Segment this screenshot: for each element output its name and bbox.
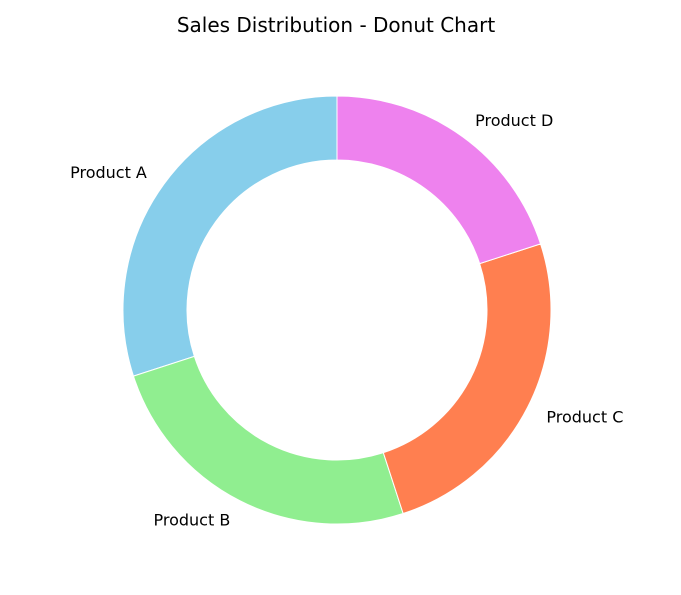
donut-slices [122,95,552,525]
donut-slice-product-b [132,355,404,525]
slice-label-product-a: Product A [70,163,147,182]
donut-slice-product-a [122,95,338,377]
donut-slice-product-d [336,95,542,265]
slice-label-product-b: Product B [153,510,230,529]
slice-label-product-d: Product D [475,111,553,130]
slice-labels: Product A Product B Product C Product D [70,111,623,530]
slice-label-product-c: Product C [546,408,623,427]
donut-slice-product-c [382,243,552,515]
chart-title: Sales Distribution - Donut Chart [177,13,496,37]
